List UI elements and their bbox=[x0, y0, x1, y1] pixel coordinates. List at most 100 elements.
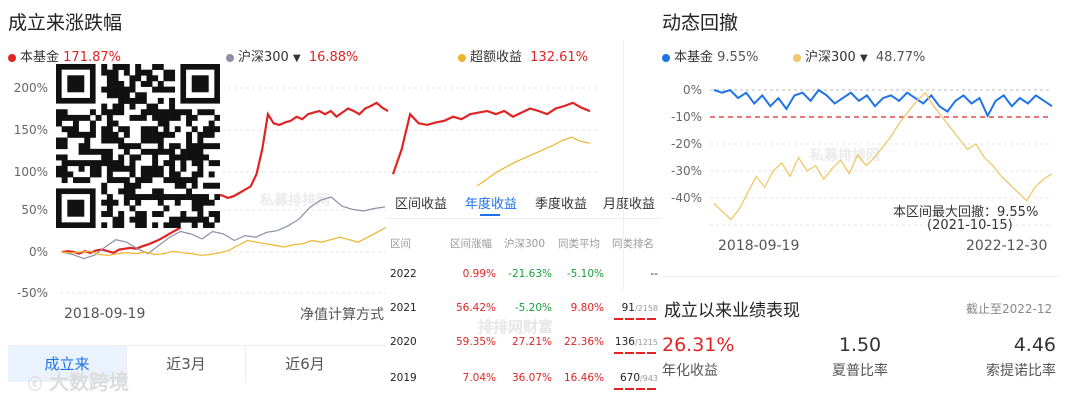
popup-tabs: 区间收益 年度收益 季度收益 月度收益 bbox=[386, 186, 662, 219]
tab-3-months[interactable]: 近3月 bbox=[126, 346, 245, 382]
rank-value: 136 bbox=[614, 336, 635, 348]
popup-tab-interval[interactable]: 区间收益 bbox=[394, 196, 447, 212]
panel-divider bbox=[623, 40, 624, 290]
legend-value: 132.61% bbox=[530, 50, 588, 65]
rank-quartile-bar bbox=[614, 388, 658, 390]
legend-value: 9.55% bbox=[717, 50, 759, 65]
cell-peer-avg: -5.10% bbox=[566, 268, 604, 280]
cell-year: 2022 bbox=[390, 268, 417, 280]
legend-dot-icon bbox=[793, 53, 801, 62]
returns-y-tick: -50% bbox=[16, 286, 48, 300]
cell-hs300: 36.07% bbox=[511, 372, 552, 384]
tab-6-months[interactable]: 近6月 bbox=[245, 346, 364, 382]
drawdown-chart[interactable]: 私募排排网 bbox=[700, 80, 1060, 240]
max-drawdown-date: (2021-10-15) bbox=[927, 218, 1013, 233]
legend-name: 沪深300 bbox=[238, 50, 289, 65]
returns-legend-item-fund[interactable]: 本基金 171.87% bbox=[8, 46, 121, 65]
returns-y-tick: 150% bbox=[13, 123, 48, 137]
cell-rank: -- bbox=[612, 268, 658, 280]
returns-x-start-date: 2018-09-19 bbox=[64, 306, 146, 322]
cell-return: 0.99% bbox=[462, 268, 496, 280]
rank-value: -- bbox=[650, 268, 658, 280]
rank-total: /1215 bbox=[634, 338, 658, 347]
legend-name: 超额收益 bbox=[470, 50, 523, 65]
legend-value: 171.87% bbox=[63, 50, 121, 65]
dropdown-triangle-icon: ▼ bbox=[859, 53, 868, 64]
dropdown-triangle-icon: ▼ bbox=[292, 53, 301, 64]
popup-tab-annual[interactable]: 年度收益 bbox=[464, 196, 517, 212]
popup-tab-monthly[interactable]: 月度收益 bbox=[602, 196, 655, 212]
legend-dot-icon bbox=[226, 53, 234, 62]
series-line-本基金 bbox=[61, 101, 389, 255]
returns-legend-item-excess[interactable]: 超额收益 132.61% bbox=[458, 46, 588, 65]
series-line-本基金-upper bbox=[391, 101, 591, 175]
qr-code-icon bbox=[56, 64, 220, 228]
series-line-超额收益 bbox=[61, 136, 591, 256]
metric-sortino: 4.46 索提诺比率 bbox=[970, 334, 1056, 380]
popup-tab-quarterly[interactable]: 季度收益 bbox=[534, 196, 587, 212]
metric-annualized-return: 26.31% 年化收益 bbox=[662, 334, 734, 380]
drawdown-y-tick: -10% bbox=[670, 110, 702, 124]
table-row: 2020 59.35% 27.21% 22.36% 136/1215 bbox=[386, 336, 662, 354]
watermark-text: 大数跨境 bbox=[48, 370, 129, 394]
drawdown-y-tick: -40% bbox=[670, 191, 702, 205]
cell-hs300: 27.21% bbox=[511, 336, 552, 348]
legend-dot-icon bbox=[662, 53, 670, 62]
popup-watermark: 排排网财富 bbox=[478, 318, 554, 336]
header-peer-avg: 同类平均 bbox=[558, 238, 600, 250]
range-tabs: 成立来 近3月 近6月 bbox=[8, 345, 388, 382]
cell-year: 2020 bbox=[390, 336, 417, 348]
metric-value: 26.31% bbox=[662, 334, 735, 356]
drawdown-x-end: 2022-12-30 bbox=[966, 238, 1048, 254]
drawdown-title: 动态回撤 bbox=[662, 12, 739, 34]
returns-y-tick: 50% bbox=[21, 203, 48, 217]
table-row: 2022 0.99% -21.63% -5.10% -- bbox=[386, 268, 662, 284]
performance-title: 成立以来业绩表现 bbox=[664, 301, 800, 321]
header-return: 区间涨幅 bbox=[450, 238, 492, 250]
drawdown-watermark: 私募排排网 bbox=[810, 147, 880, 164]
header-period: 区间 bbox=[390, 238, 411, 250]
rank-value: 91 bbox=[621, 302, 635, 314]
legend-dot-icon bbox=[8, 53, 16, 62]
table-row: 2019 7.04% 36.07% 16.46% 670/943 bbox=[386, 372, 662, 390]
rank-quartile-bar bbox=[614, 318, 658, 320]
watermark-logo-icon: ⓒ bbox=[28, 377, 42, 393]
drawdown-x-start: 2018-09-19 bbox=[718, 238, 800, 254]
legend-name: 沪深300 bbox=[805, 50, 856, 65]
cell-year: 2019 bbox=[390, 372, 417, 384]
max-drawdown-label: 本区间最大回撤：9.55% bbox=[893, 205, 1039, 220]
metric-label: 年化收益 bbox=[662, 363, 718, 379]
drawdown-line-本基金 bbox=[713, 88, 1053, 119]
cell-return: 56.42% bbox=[455, 302, 496, 314]
metric-sharpe: 1.50 夏普比率 bbox=[826, 334, 894, 380]
section-separator bbox=[662, 276, 1062, 277]
legend-value: 16.88% bbox=[308, 50, 359, 65]
returns-y-tick: 100% bbox=[13, 165, 48, 179]
footer-watermark: ⓒ 大数跨境 bbox=[28, 366, 129, 395]
metric-label: 索提诺比率 bbox=[986, 363, 1056, 379]
cell-hs300: -5.20% bbox=[514, 302, 552, 314]
rank-total: /943 bbox=[640, 374, 658, 383]
series-line-沪深300 bbox=[61, 196, 386, 260]
drawdown-legend-item-hs300[interactable]: 沪深300 ▼ 48.77% bbox=[793, 46, 925, 65]
legend-value: 48.77% bbox=[875, 50, 926, 65]
legend-name: 本基金 bbox=[20, 50, 60, 65]
table-row: 2021 56.42% -5.20% 9.80% 91/2158 bbox=[386, 302, 662, 320]
legend-name: 本基金 bbox=[674, 50, 714, 65]
nav-method-link[interactable]: 净值计算方式 bbox=[300, 307, 384, 323]
drawdown-legend-item-fund[interactable]: 本基金 9.55% bbox=[662, 46, 758, 65]
tab-since-inception[interactable]: 成立来 bbox=[8, 346, 126, 382]
cell-rank: 670/943 bbox=[612, 372, 658, 390]
header-hs300: 沪深300 bbox=[504, 238, 546, 250]
cell-peer-avg: 9.80% bbox=[570, 302, 604, 314]
returns-y-tick: 200% bbox=[13, 81, 48, 95]
returns-legend-item-hs300[interactable]: 沪深300 ▼ 16.88% bbox=[226, 46, 358, 65]
drawdown-y-tick: 0% bbox=[682, 83, 702, 97]
drawdown-grid bbox=[710, 89, 1052, 226]
cell-rank: 91/2158 bbox=[612, 302, 658, 320]
drawdown-line-沪深300 bbox=[713, 91, 1053, 221]
cell-return: 7.04% bbox=[462, 372, 496, 384]
cell-peer-avg: 22.36% bbox=[563, 336, 604, 348]
cell-return: 59.35% bbox=[455, 336, 496, 348]
metric-value: 1.50 bbox=[838, 334, 882, 356]
